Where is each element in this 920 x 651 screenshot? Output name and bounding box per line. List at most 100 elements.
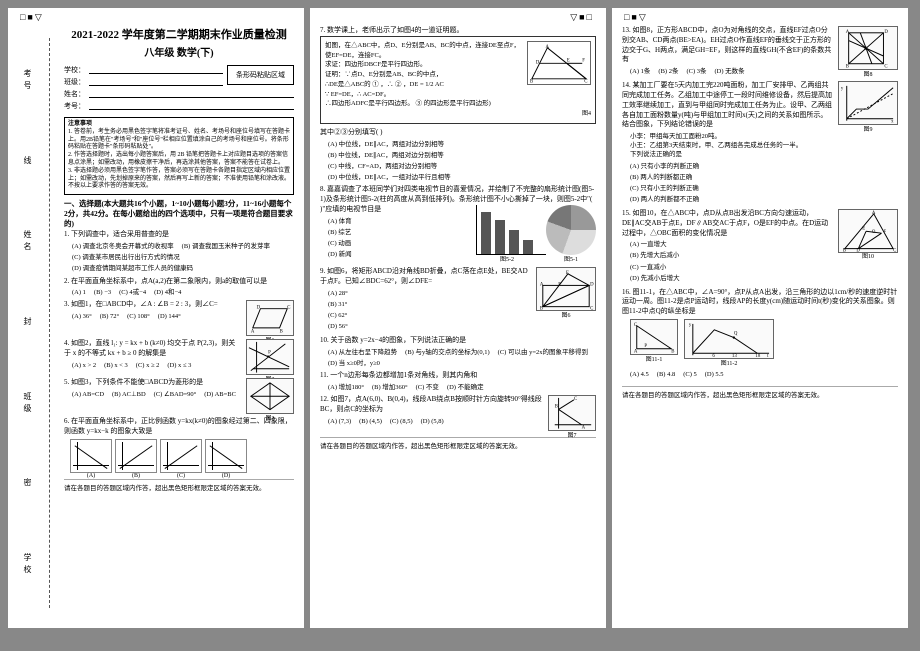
option[interactable]: (D) 无数条 [715, 67, 745, 76]
option[interactable]: (C) 4或−4 [119, 288, 146, 297]
option[interactable]: (B) 调查我国玉米种子的发芽率 [182, 242, 270, 251]
option[interactable]: (B) 与y轴的交点的坐标为(0,1) [405, 348, 490, 357]
option[interactable]: (C) 中线，CF=AD，两组对边分别相等 [328, 162, 596, 171]
field-line[interactable] [89, 77, 223, 86]
graph-options: (A) (B) (C) (D) [70, 439, 294, 473]
question-5: 图3 5. 如图3，下列条件不能使□ABCD为菱形的是 (A) AB=CD (B… [64, 378, 294, 414]
option[interactable]: (A) AB=CD [72, 390, 104, 399]
option[interactable]: (C) 一直减小 [630, 263, 834, 272]
page-1: □■▽ 考号 线 姓名 封 班级 密 学校 2021-2022 学年度第二学期期… [8, 8, 304, 628]
option[interactable]: (A) 一直增大 [630, 240, 834, 249]
option[interactable]: (C) 62° [328, 311, 532, 320]
q-text: 如图10，在△ABC中，点D从点B出发沿BC方向匀速运动，DE∥AC交AB于点E… [622, 209, 828, 237]
svg-text:13: 13 [732, 354, 737, 359]
q-text: 如图8，正方形ABCD中，点O为对角线的交点，直线EF过点O分别交AB、CD两点… [622, 26, 831, 63]
graph-option-a[interactable]: (A) [70, 439, 112, 473]
option[interactable]: (B) 中位线，DE∥AC，两组对边分别相等 [328, 151, 596, 160]
option[interactable]: (B) 两人的判断都正确 [630, 173, 898, 182]
option[interactable]: (B) AC⊥BD [112, 390, 146, 399]
option[interactable]: (C) ∠BAD=90° [154, 390, 197, 399]
q-text: 如图3，下列条件不能使□ABCD为菱形的是 [71, 378, 203, 386]
question-7: 7. 数学课上，老师出示了如图4的一道证明题。 ABCDEF 如图，在△ABC中… [320, 26, 596, 182]
option[interactable]: (A) 4.5 [630, 370, 649, 379]
question-4: P 图2 4. 如图2，直线 l₁: y = kx + b (k≠0) 均交于点… [64, 339, 294, 375]
option[interactable]: (D) 新闻 [328, 250, 464, 259]
instruction-item: 3. 非选择题必须用黑色签字笔作答，答案必须写在答题卡各题目指定区域内相应位置上… [68, 168, 290, 191]
fig-label: 图10 [839, 253, 897, 261]
option[interactable]: (D) 不能确定 [447, 383, 484, 392]
option[interactable]: (D) 56° [328, 322, 532, 331]
option[interactable]: (D) AB=BC [204, 390, 236, 399]
option[interactable]: (C) 调查某市居民出行出行方式的情况 [72, 253, 180, 262]
q-number: 7. [320, 26, 325, 34]
question-14: yx 图9 14. 某加工厂要在5天内加工完220吨面粉，加工厂安排甲、乙两组共… [622, 81, 898, 206]
option[interactable]: (D) 5.5 [705, 370, 724, 379]
option[interactable]: (A) 1 [72, 288, 86, 297]
option[interactable]: (A) 体育 [328, 217, 464, 226]
option[interactable]: (C) 108° [127, 312, 150, 321]
option[interactable]: (B) (4,5) [359, 417, 382, 426]
svg-text:A: A [634, 350, 638, 355]
graph-option-d[interactable]: (D) [205, 439, 247, 473]
page-2: ▽■□ 7. 数学课上，老师出示了如图4的一道证明题。 ABCDEF 如图，在△… [310, 8, 606, 628]
q-number: 11. [320, 371, 329, 379]
field-line[interactable] [89, 89, 294, 98]
svg-text:B: B [540, 307, 543, 311]
option[interactable]: (C) 5 [683, 370, 697, 379]
option[interactable]: (D) x ≤ 3 [167, 361, 191, 370]
option[interactable]: (C) x ≥ 2 [136, 361, 160, 370]
option[interactable]: (D) 中位线，DE∥AC，一组对边平行且相等 [328, 173, 596, 182]
option[interactable]: (C) 动画 [328, 239, 464, 248]
option[interactable]: (B) −3 [94, 288, 111, 297]
option[interactable]: (B) 先增大后减小 [630, 251, 834, 260]
field-line[interactable] [89, 101, 294, 110]
corner-marker: □■▽ [20, 12, 44, 23]
option[interactable]: (D) (5,8) [421, 417, 444, 426]
option[interactable]: (D) 调查疫情期间某超市工作人员的健康码 [72, 264, 193, 273]
svg-text:E: E [566, 271, 569, 276]
option[interactable]: (A) (7,3) [328, 417, 351, 426]
option[interactable]: (A) x > 2 [72, 361, 96, 370]
field-label: 班级： [64, 77, 85, 87]
option[interactable]: (D) 两人的判断都不正确 [630, 195, 898, 204]
option[interactable]: (A) 28° [328, 289, 532, 298]
option[interactable]: (B) 72° [100, 312, 119, 321]
option[interactable]: (D) 4和−4 [154, 288, 181, 297]
option[interactable]: (A) 只有小李的判断正确 [630, 162, 898, 171]
option[interactable]: (D) 当 x≥0时，y≥0 [328, 359, 380, 368]
option[interactable]: (C) 可以由 y=2x的图象平移得到 [498, 348, 588, 357]
option[interactable]: (D) 144° [158, 312, 181, 321]
field-label: 学校： [64, 65, 85, 75]
option[interactable]: (D) 先减小后增大 [630, 274, 834, 283]
instructions-box: 注意事项 1. 答卷前，考生务必用黑色签字笔将准考证号、姓名、考场号和座位号填写… [64, 117, 294, 195]
option[interactable]: (C) 只有小王的判断正确 [630, 184, 898, 193]
option[interactable]: (B) 2条 [658, 67, 678, 76]
option[interactable]: (C) (8,5) [390, 417, 413, 426]
svg-text:y: y [841, 87, 844, 92]
option[interactable]: (A) 增加180° [328, 383, 364, 392]
svg-text:B: B [280, 330, 283, 335]
option[interactable]: (B) 增加360° [372, 383, 408, 392]
graph-option-c[interactable]: (C) [160, 439, 202, 473]
option[interactable]: (A) 从左往右呈下降趋势 [328, 348, 397, 357]
field-line[interactable] [89, 65, 223, 74]
q-text: 如图1，在□ABCD中，∠A : ∠B = 2 : 3，则∠C= [71, 300, 218, 308]
option[interactable]: (C) 不变 [416, 383, 439, 392]
figure-2: P 图2 [246, 339, 294, 375]
option[interactable]: (A) 36° [72, 312, 92, 321]
instructions-heading: 注意事项 [68, 121, 92, 127]
fig-label: 图11-1 [630, 356, 678, 364]
option[interactable]: (B) 综艺 [328, 228, 464, 237]
svg-text:F: F [883, 230, 886, 235]
option[interactable]: (A) 1条 [630, 67, 650, 76]
option[interactable]: (B) 4.8 [657, 370, 675, 379]
option[interactable]: (B) x < 3 [104, 361, 128, 370]
option[interactable]: (A) 中位线，DE∥AC，两组对边分别相等 [328, 140, 596, 149]
option[interactable]: (B) 31° [328, 300, 532, 309]
option[interactable]: (C) 3条 [686, 67, 706, 76]
question-11: 11. 一个n边形每条边都增加1条对角线，则其内角和 (A) 增加180° (B… [320, 371, 596, 392]
graph-option-b[interactable]: (B) [115, 439, 157, 473]
figure-6: ABCDEF 图6 [536, 267, 596, 311]
option[interactable]: (A) 调查北京冬奥会开幕式的收视率 [72, 242, 174, 251]
figure-5-2 [476, 205, 546, 255]
